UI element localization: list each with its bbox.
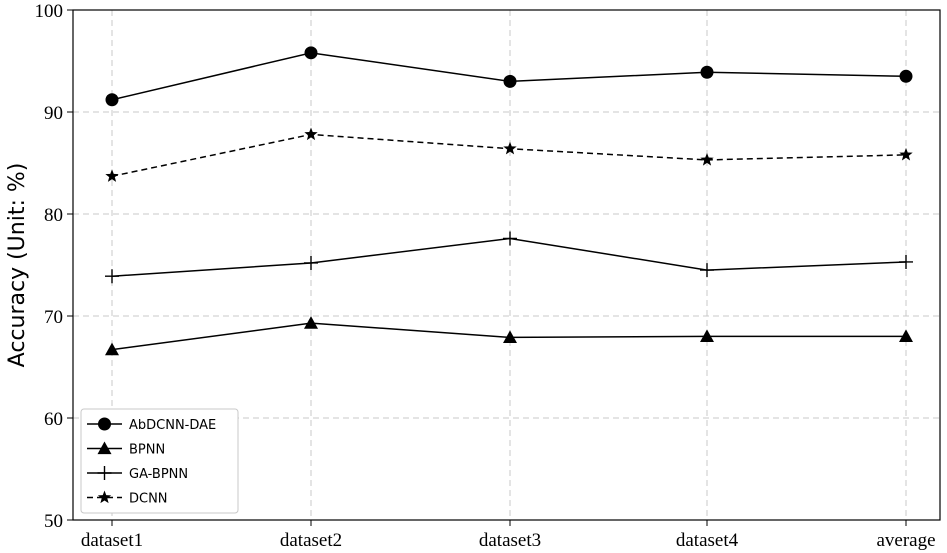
series-line [111,133,907,177]
legend-marker [97,441,112,455]
series-line [111,237,907,277]
series-dcnn [105,127,913,182]
series-bpnn [105,316,913,356]
legend-box [80,408,239,514]
legend: AbDCNN-DAE BPNN GA-BPNN DCNN [80,408,239,514]
series-ga-bpnn [105,231,913,284]
x-tick-label: dataset2 [280,530,342,551]
y-tick-label: 60 [44,409,63,430]
legend-item: AbDCNN-DAE [87,417,216,433]
data-point [503,141,517,155]
y-tick-label: 90 [44,103,63,124]
y-tick-label: 50 [44,511,63,532]
data-point [105,169,119,182]
data-point [899,254,913,269]
data-point [105,269,119,284]
legend-label: GA-BPNN [129,467,188,482]
axis-ticks: 50 60 70 80 90 100 dataset1 dataset2 dataset3 dat… [35,1,936,551]
plot-frame [72,9,941,521]
data-point [105,93,119,107]
data-point [899,329,913,342]
data-point [304,46,318,60]
legend-marker [97,490,112,504]
x-tick-label: dataset1 [81,530,143,551]
legend-label: BPNN [129,443,165,458]
legend-item: BPNN [87,441,165,458]
data-point [899,147,913,161]
legend-item: DCNN [87,490,168,507]
x-tick-label: dataset4 [676,530,739,551]
data-point [503,330,517,344]
data-point [899,69,913,83]
legend-item: GA-BPNN [87,466,188,482]
legend-label: DCNN [129,492,168,507]
legend-marker [97,466,112,480]
data-point [105,342,119,356]
data-point [503,74,517,88]
y-tick-label: 100 [35,1,64,22]
data-point [304,127,318,141]
x-tick-label: dataset3 [479,530,541,551]
data-point [304,255,318,270]
y-axis-label: Accuracy (Unit: %) [5,163,30,368]
data-point [503,231,517,246]
series-layer [105,46,913,356]
data-point [304,316,318,329]
y-tick-label: 80 [44,205,63,226]
legend-marker [98,417,111,431]
y-tick-label: 70 [44,307,63,328]
data-point [700,65,714,79]
data-point [700,329,714,342]
data-point [700,152,714,166]
x-tick-label: average [876,530,935,551]
series-abdcnn-dae [105,46,913,107]
data-point [700,263,714,278]
legend-label: AbDCNN-DAE [129,418,216,433]
